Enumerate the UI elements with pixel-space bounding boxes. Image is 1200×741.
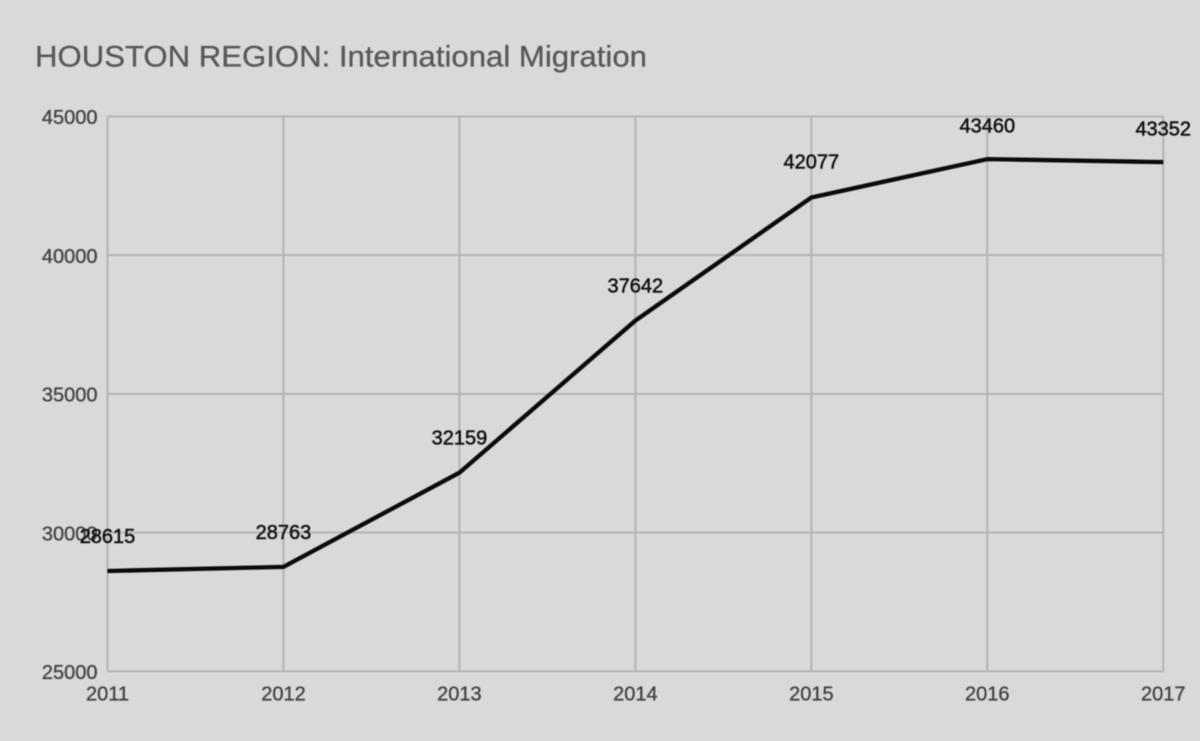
svg-text:40000: 40000	[42, 246, 98, 268]
svg-text:2016: 2016	[965, 684, 1010, 706]
svg-text:30000: 30000	[42, 523, 98, 545]
svg-text:35000: 35000	[42, 385, 98, 407]
svg-text:42077: 42077	[784, 152, 840, 174]
svg-text:25000: 25000	[42, 662, 98, 684]
svg-text:2017: 2017	[1141, 684, 1186, 706]
svg-text:43352: 43352	[1135, 119, 1191, 141]
svg-text:2015: 2015	[789, 684, 834, 706]
svg-text:2013: 2013	[437, 684, 482, 706]
svg-text:45000: 45000	[42, 107, 98, 129]
svg-text:HOUSTON REGION: International: HOUSTON REGION: International Migration	[35, 41, 647, 74]
svg-text:37642: 37642	[608, 276, 664, 298]
svg-text:43460: 43460	[959, 116, 1015, 138]
svg-text:2012: 2012	[261, 684, 306, 706]
svg-text:2014: 2014	[613, 684, 658, 706]
svg-text:28615: 28615	[80, 526, 136, 548]
svg-text:28763: 28763	[256, 522, 312, 544]
svg-text:2011: 2011	[86, 684, 129, 706]
svg-text:32159: 32159	[432, 428, 488, 450]
